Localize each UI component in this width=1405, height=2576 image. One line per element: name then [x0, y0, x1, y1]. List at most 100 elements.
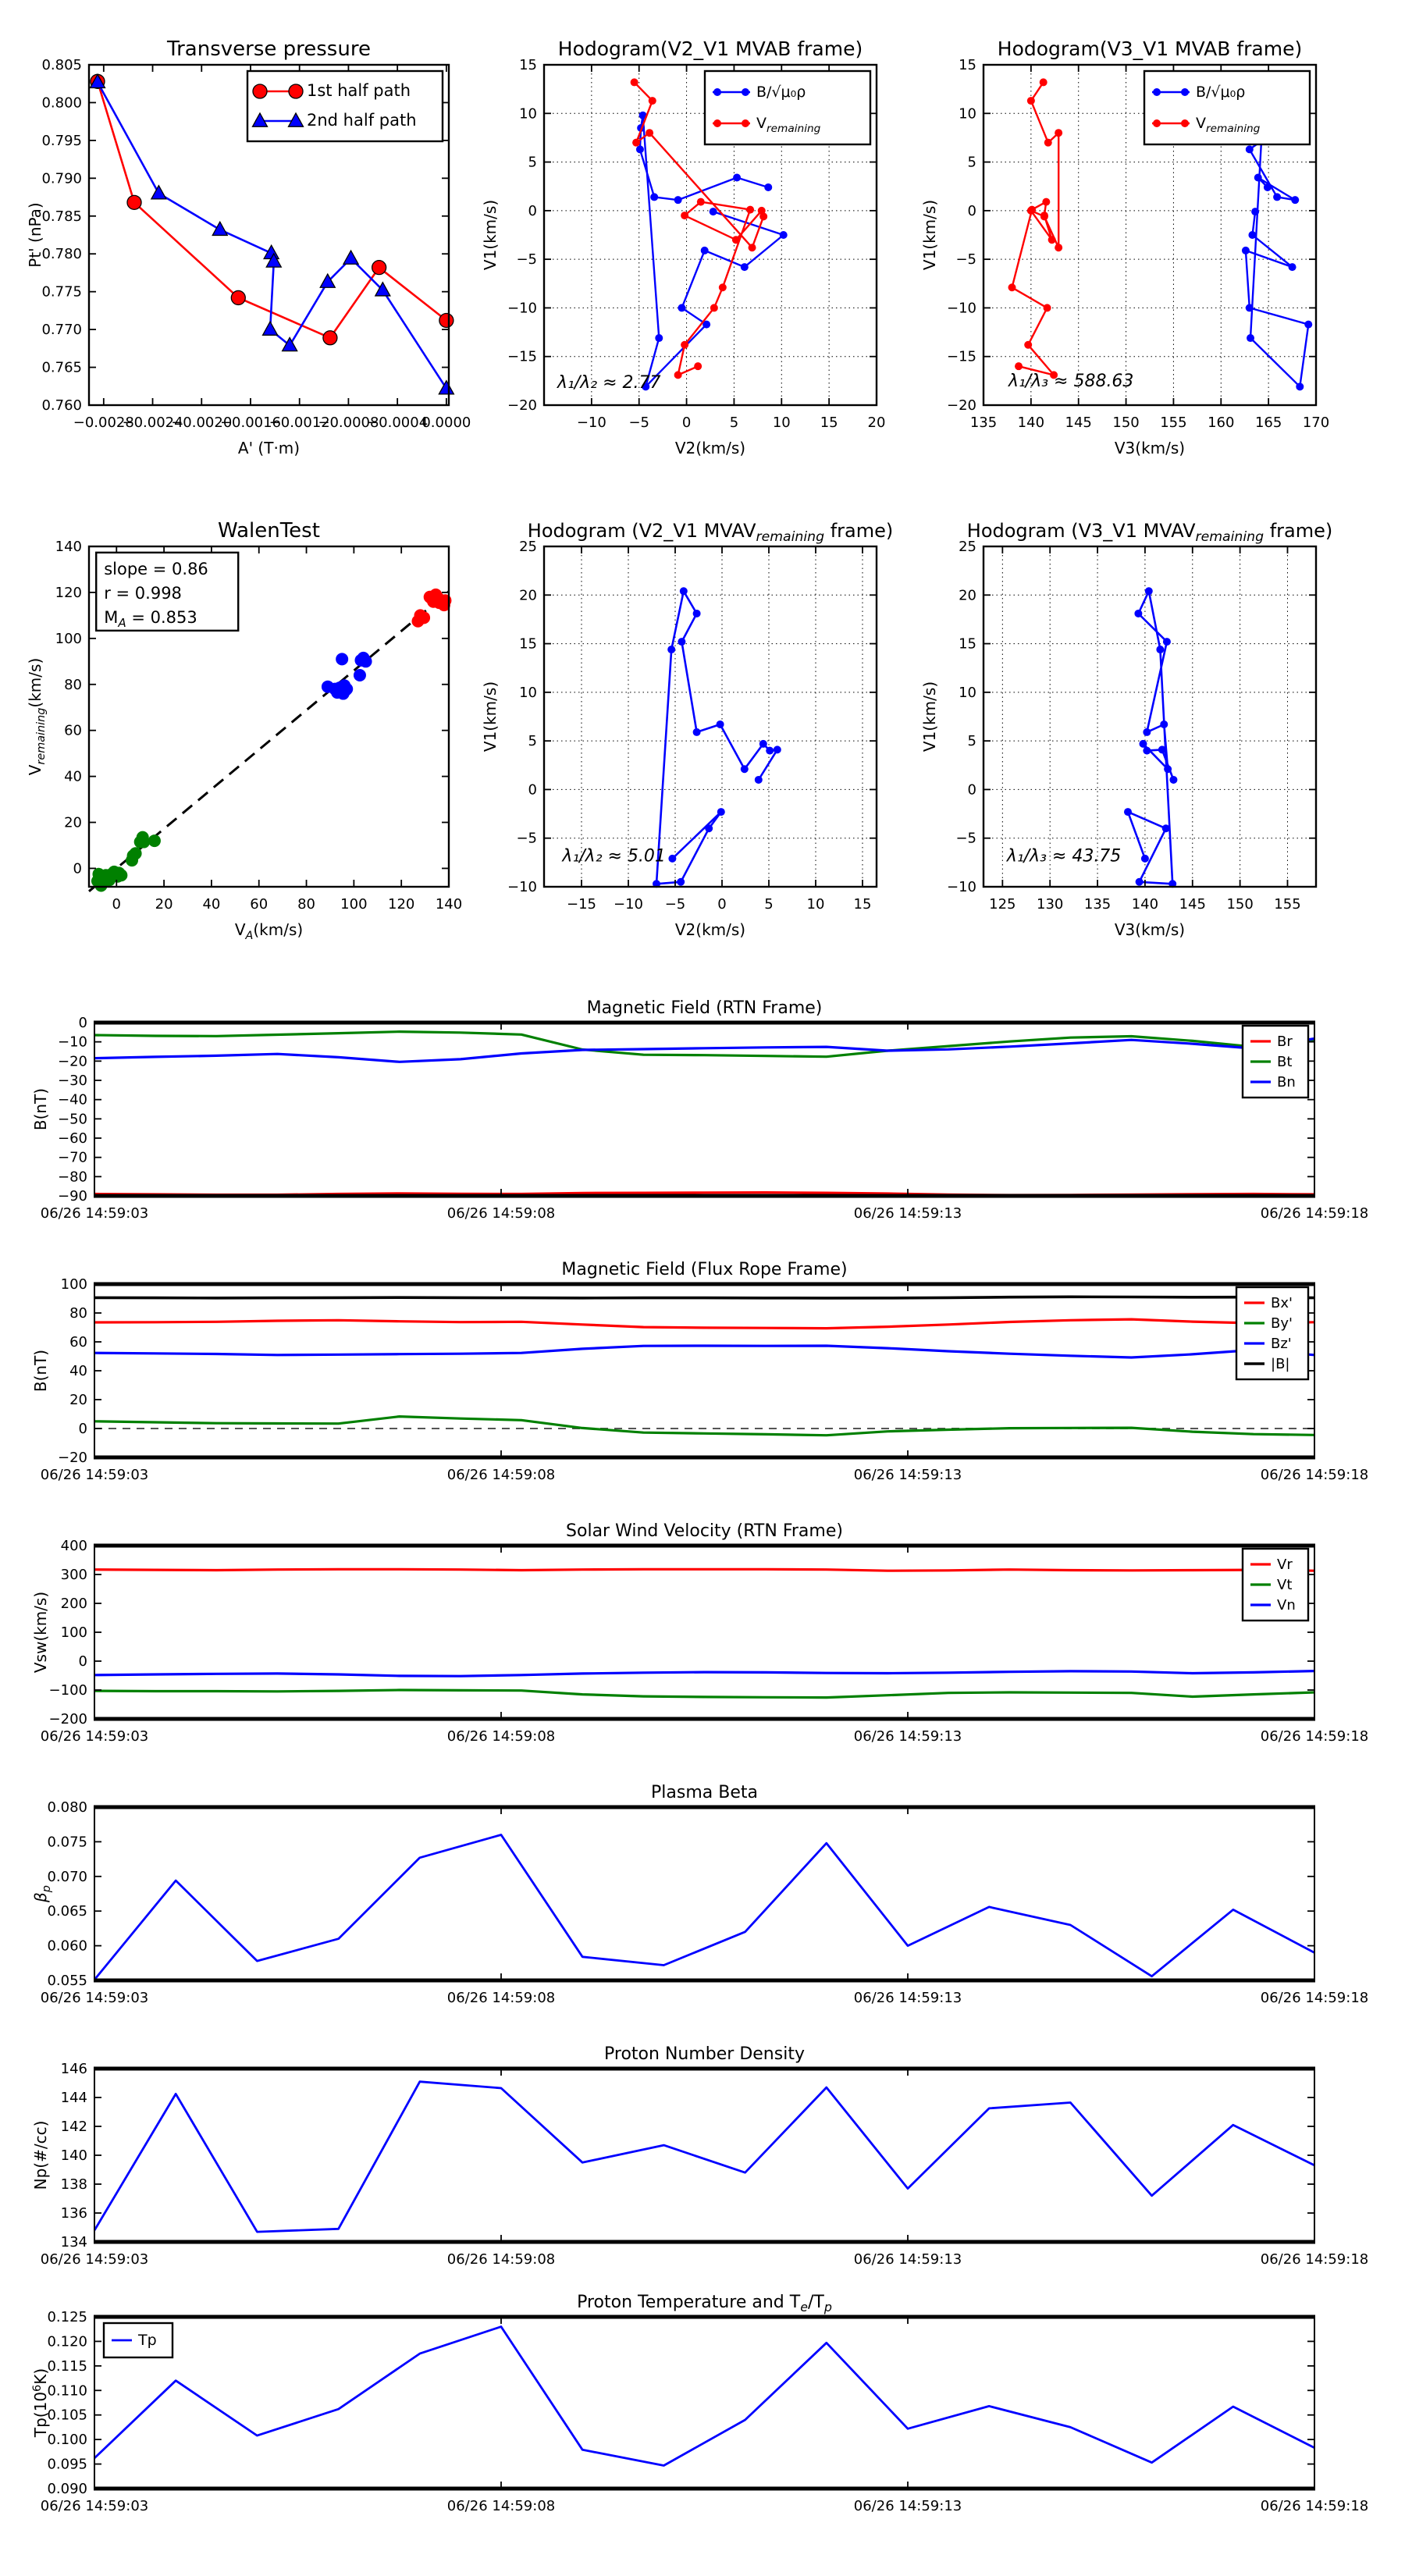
dot-marker — [1245, 145, 1254, 154]
dot-marker — [1044, 138, 1052, 147]
y-tick-label: 146 — [61, 2061, 87, 2077]
axis-ticks — [89, 546, 450, 887]
x-tick-label: 06/26 14:59:08 — [447, 1728, 555, 1745]
y-tick-label: 10 — [519, 105, 537, 122]
legend-label: Vremaining — [1196, 115, 1261, 135]
x-axis-label: V2(km/s) — [675, 920, 745, 939]
legend-label: B/√μ₀ρ — [756, 84, 806, 101]
y-tick-label: −15 — [507, 349, 537, 365]
y-tick-label: 0.790 — [41, 170, 82, 187]
legend-label: |B| — [1271, 1356, 1289, 1372]
x-tick-label: 165 — [1255, 415, 1282, 431]
dot-marker — [1042, 197, 1051, 206]
dot-marker — [1241, 246, 1250, 254]
dot-marker — [759, 739, 767, 748]
x-axis-label: V3(km/s) — [1115, 920, 1185, 939]
x-tick-label: 06/26 14:59:18 — [1261, 1467, 1368, 1483]
dot-marker — [668, 854, 677, 863]
dot-marker — [646, 129, 654, 137]
series-line — [93, 2080, 1315, 2233]
y-axis-label: V1(km/s) — [481, 681, 500, 752]
dot-marker — [1254, 173, 1262, 182]
x-tick-label: 40 — [202, 896, 220, 913]
panel-title: Hodogram (V3_V1 MVAVremaining frame) — [967, 520, 1332, 545]
dot-marker — [679, 587, 688, 596]
y-tick-label: 0.760 — [41, 397, 82, 414]
x-tick-label: 10 — [773, 415, 791, 431]
dot-marker — [653, 880, 660, 888]
x-tick-label: −0.0016 — [220, 415, 281, 431]
series-b- — [1241, 111, 1313, 391]
dot-marker — [733, 173, 742, 182]
y-tick-label: 100 — [61, 1276, 87, 1293]
dot-marker — [1040, 212, 1048, 220]
y-tick-label: 20 — [69, 1392, 87, 1408]
x-tick-label: 0 — [112, 896, 121, 913]
y-tick-label: −5 — [955, 251, 976, 268]
circle-marker — [322, 330, 338, 346]
x-tick-label: 140 — [1132, 896, 1158, 913]
y-tick-label: 0.770 — [41, 322, 82, 338]
y-tick-label: 0.125 — [47, 2309, 87, 2325]
dot-marker — [1024, 340, 1033, 349]
y-axis-label: B(nT) — [31, 1350, 50, 1392]
x-tick-label: 10 — [807, 896, 825, 913]
x-tick-label: 0 — [682, 415, 691, 431]
y-tick-label: 0.110 — [47, 2382, 87, 2399]
axis-ticks — [94, 1283, 1315, 1458]
dot-marker — [1124, 808, 1133, 817]
y-tick-label: 400 — [61, 1538, 87, 1554]
y-tick-label: 5 — [528, 155, 537, 171]
x-tick-label: 0 — [717, 896, 726, 913]
x-tick-label: −5 — [665, 896, 686, 913]
x-tick-label: 155 — [1160, 415, 1186, 431]
dot-marker — [1050, 371, 1058, 379]
circle-marker — [418, 611, 431, 624]
y-tick-label: 20 — [519, 587, 537, 603]
dot-marker — [1156, 646, 1165, 654]
circle-marker — [252, 84, 268, 99]
x-tick-label: 06/26 14:59:08 — [447, 1990, 555, 2006]
x-axis-label: V2(km/s) — [675, 439, 745, 457]
x-tick-label: 06/26 14:59:18 — [1261, 1728, 1368, 1745]
legend-label: Vremaining — [756, 115, 821, 135]
y-tick-label: 140 — [61, 2147, 87, 2164]
stats-line: slope = 0.86 — [104, 560, 208, 578]
y-tick-label: 0 — [968, 203, 976, 219]
series-vr — [94, 1567, 1315, 1572]
legend: Bx' By' Bz' |B| — [1235, 1286, 1310, 1381]
series-last-interval — [411, 588, 452, 628]
y-tick-label: −60 — [58, 1130, 87, 1147]
y-tick-label: 0.795 — [41, 133, 82, 149]
y-tick-label: −10 — [947, 879, 976, 895]
x-tick-label: 06/26 14:59:03 — [41, 2498, 148, 2514]
x-tick-label: 135 — [970, 415, 997, 431]
dot-marker — [764, 183, 773, 191]
x-tick-label: 06/26 14:59:08 — [447, 2251, 555, 2268]
circle-marker — [353, 668, 366, 681]
y-tick-label: 10 — [519, 685, 537, 701]
dot-marker — [632, 138, 641, 147]
y-tick-label: 0.080 — [47, 1799, 87, 1816]
dot-marker — [710, 304, 718, 312]
legend-label: Br — [1277, 1034, 1293, 1050]
dot-marker — [1291, 196, 1300, 205]
y-tick-label: −30 — [58, 1073, 87, 1089]
series-line — [94, 1344, 1315, 1359]
y-tick-label: 0.095 — [47, 2457, 87, 2473]
dot-marker — [713, 88, 721, 96]
x-tick-label: 170 — [1303, 415, 1329, 431]
series-line — [94, 1670, 1315, 1678]
triangle-marker — [212, 220, 229, 237]
triangle-marker — [319, 272, 336, 288]
x-tick-label: 15 — [820, 415, 838, 431]
dot-marker — [717, 808, 725, 817]
triangle-marker — [261, 320, 279, 336]
dot-marker — [1055, 129, 1063, 137]
stats-box: slope = 0.86 r = 0.998 MA = 0.853 — [95, 551, 240, 632]
dot-marker — [713, 119, 721, 127]
dot-marker — [766, 746, 774, 755]
axis-ticks — [94, 1022, 1315, 1197]
panel-proton-number-density: 06/26 14:59:03 06/26 14:59:08 06/26 14:59:… — [31, 2044, 1368, 2268]
